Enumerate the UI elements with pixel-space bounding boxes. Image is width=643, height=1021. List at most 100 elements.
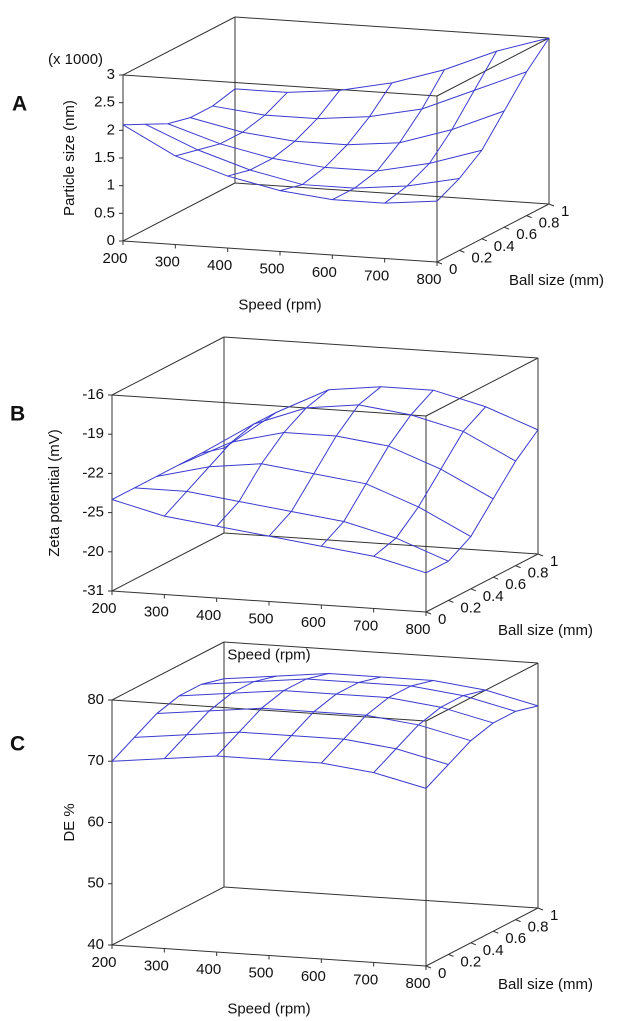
surface-column	[425, 705, 539, 789]
box-edge	[436, 37, 550, 97]
box-edge	[425, 907, 539, 967]
y-tick	[459, 249, 465, 253]
surface-row	[190, 110, 505, 146]
y-tick	[526, 215, 532, 219]
z-tick-label: 0	[107, 232, 115, 249]
z-tick-label: 40	[87, 936, 104, 953]
box-edge	[425, 357, 539, 417]
panel-label: B	[10, 403, 25, 426]
z-axis-label: DE %	[61, 803, 78, 841]
x-axis-label: Speed (rpm)	[227, 1000, 310, 1017]
surface-column	[436, 37, 550, 202]
y-tick	[515, 565, 521, 569]
x-axis-label: Speed (rpm)	[227, 646, 310, 663]
z-tick-label: -16	[82, 386, 104, 403]
surface-column	[373, 406, 487, 557]
z-tick-label: 0.5	[94, 204, 115, 221]
z-multiplier: (x 1000)	[48, 51, 103, 68]
box-edge	[425, 662, 539, 722]
x-tick-label: 600	[312, 264, 337, 281]
box-edge	[425, 553, 539, 613]
surface-column	[122, 88, 236, 126]
y-tick-label: 0	[438, 611, 446, 628]
x-tick-label: 700	[364, 267, 389, 284]
y-tick-label: 0.8	[528, 919, 549, 936]
y-tick	[493, 930, 499, 934]
surface-column	[320, 680, 434, 764]
y-tick	[504, 226, 510, 230]
x-tick-label: 500	[248, 610, 273, 627]
y-tick-label: 1	[561, 203, 569, 220]
box-edge	[223, 336, 539, 359]
z-tick-label: 1	[107, 177, 115, 194]
box-edge	[111, 641, 225, 701]
panel-label: A	[12, 93, 27, 116]
y-tick	[481, 238, 487, 242]
y-axis-label: Ball size (mm)	[498, 622, 593, 639]
x-tick-label: 800	[416, 271, 441, 288]
y-tick	[537, 553, 544, 557]
x-tick-label: 500	[248, 964, 273, 981]
surface-column	[425, 429, 539, 574]
y-tick	[537, 907, 544, 911]
surface-column	[268, 676, 382, 760]
x-tick-label: 300	[144, 957, 169, 974]
z-tick-label: 70	[87, 752, 104, 769]
box-edge	[223, 641, 539, 664]
y-tick	[548, 203, 555, 207]
box-edge	[122, 74, 438, 97]
y-tick-label: 0.6	[505, 576, 526, 593]
surface-column	[227, 90, 341, 177]
z-tick-label: 3	[107, 66, 115, 83]
x-tick-label: 500	[259, 260, 284, 277]
surface-column	[384, 50, 498, 204]
box-edge	[122, 16, 236, 76]
box-edge	[234, 16, 550, 39]
surface-row	[201, 404, 516, 462]
surface-row	[179, 690, 494, 724]
surface-column	[175, 92, 288, 157]
x-tick-label: 400	[196, 961, 221, 978]
x-tick-label: 600	[301, 614, 326, 631]
box-edge	[223, 532, 539, 555]
y-axis-label: Ball size (mm)	[498, 976, 593, 993]
box-edge	[111, 394, 427, 417]
y-tick	[425, 965, 432, 969]
box-edge	[436, 203, 550, 263]
y-tick-label: 0.4	[494, 238, 515, 255]
y-tick	[448, 599, 454, 603]
surface-row	[223, 386, 539, 449]
box-edge	[111, 699, 427, 722]
x-tick-label: 600	[301, 968, 326, 985]
box-edge	[111, 336, 225, 396]
panel-label: C	[10, 733, 25, 756]
y-tick	[493, 576, 499, 580]
y-tick-label: 0.2	[471, 249, 492, 266]
surface-column	[320, 389, 434, 547]
y-tick-label: 0.6	[516, 226, 537, 243]
x-tick-label: 800	[405, 975, 430, 992]
z-tick-label: 2.5	[94, 94, 115, 111]
surface-row	[234, 37, 550, 93]
surface-column	[216, 673, 329, 757]
box-edge	[223, 886, 539, 909]
surface-row	[134, 731, 449, 766]
box-edge	[234, 182, 550, 205]
y-axis-label: Ball size (mm)	[509, 272, 604, 289]
surface-column	[163, 675, 277, 759]
surface-column	[279, 82, 393, 192]
x-tick-label: 700	[353, 971, 378, 988]
z-tick-label: -19	[82, 425, 104, 442]
surface-row	[167, 123, 482, 172]
y-tick	[448, 953, 454, 957]
surface-column	[268, 386, 382, 537]
x-axis-label: Speed (rpm)	[238, 296, 321, 313]
surface-column	[163, 411, 277, 517]
surface-row	[212, 71, 527, 120]
y-tick	[470, 588, 476, 592]
x-tick-label: 300	[144, 603, 169, 620]
surface-column	[332, 69, 445, 201]
x-tick-label: 700	[353, 617, 378, 634]
